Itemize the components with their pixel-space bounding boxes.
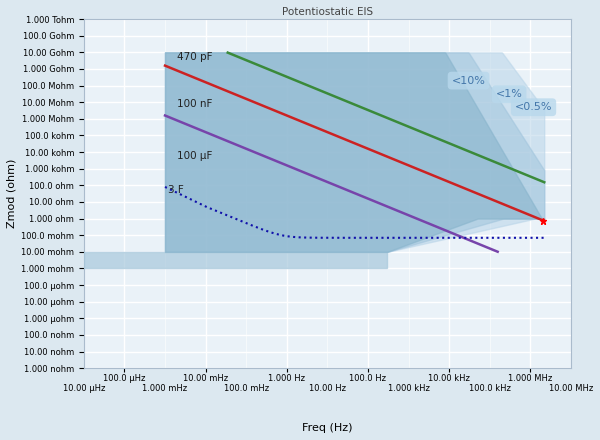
Y-axis label: Zmod (ohm): Zmod (ohm) xyxy=(7,159,17,228)
X-axis label: Freq (Hz): Freq (Hz) xyxy=(302,423,353,433)
Text: <0.5%: <0.5% xyxy=(515,102,553,112)
Text: 3 F: 3 F xyxy=(168,185,184,195)
Title: Potentiostatic EIS: Potentiostatic EIS xyxy=(282,7,373,17)
Polygon shape xyxy=(84,252,388,268)
Text: 470 pF: 470 pF xyxy=(177,52,213,62)
Text: <1%: <1% xyxy=(496,89,523,99)
Text: 100 nF: 100 nF xyxy=(177,99,212,109)
Text: <10%: <10% xyxy=(452,76,485,86)
Text: 100 μF: 100 μF xyxy=(177,151,212,161)
